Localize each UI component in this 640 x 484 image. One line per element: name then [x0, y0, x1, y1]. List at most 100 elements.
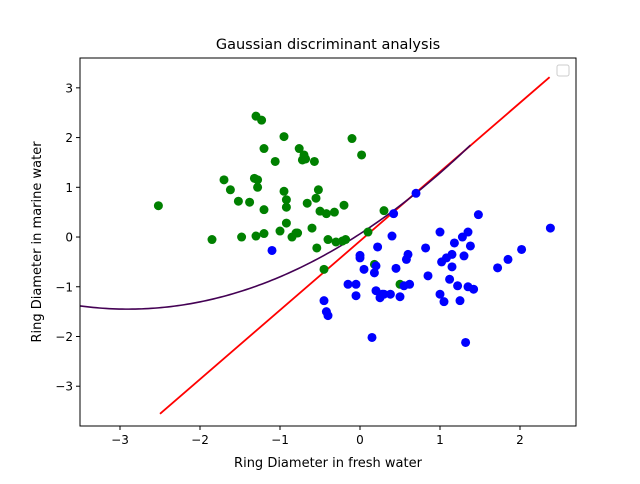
- blue-data-point: [391, 263, 401, 273]
- blue-data-point: [359, 264, 369, 274]
- chart-title: Gaussian discriminant analysis: [216, 37, 440, 53]
- blue-data-point: [373, 242, 383, 252]
- blue-data-point: [493, 263, 503, 273]
- green-data-point: [259, 205, 269, 215]
- green-data-point: [313, 185, 323, 195]
- green-data-point: [294, 144, 304, 154]
- blue-data-point: [371, 261, 381, 271]
- blue-data-point: [369, 268, 379, 278]
- green-data-point: [259, 229, 269, 239]
- green-data-point: [237, 232, 247, 242]
- green-data-point: [270, 156, 280, 166]
- blue-data-point: [503, 254, 513, 264]
- blue-data-point: [385, 289, 395, 299]
- boundary-lines: [80, 76, 551, 415]
- quadratic-boundary-curve: [80, 144, 471, 310]
- green-data-point: [279, 132, 289, 142]
- blue-data-point: [453, 281, 463, 291]
- green-data-point: [293, 228, 303, 238]
- blue-data-point: [389, 209, 399, 219]
- blue-data-point: [461, 337, 471, 347]
- y-tick-label: 0: [65, 231, 73, 245]
- green-data-point: [357, 150, 367, 160]
- blue-data-point: [267, 245, 277, 255]
- green-data-point: [311, 193, 321, 203]
- blue-data-point: [367, 332, 377, 342]
- green-data-point: [253, 182, 263, 192]
- green-data-point: [225, 185, 235, 195]
- green-data-point: [207, 235, 217, 245]
- green-data-point: [323, 235, 333, 245]
- green-data-point: [347, 134, 357, 144]
- green-data-point: [301, 154, 311, 164]
- x-tick-label: −3: [111, 433, 129, 447]
- green-data-point: [379, 206, 389, 216]
- green-data-point: [312, 243, 322, 253]
- blue-data-point: [517, 244, 527, 254]
- blue-data-point: [545, 223, 555, 233]
- y-tick-label: 1: [65, 181, 73, 195]
- green-data-point: [253, 175, 263, 185]
- blue-data-point: [435, 289, 445, 299]
- green-data-point: [363, 227, 373, 237]
- green-data-point: [307, 223, 317, 233]
- green-data-point: [281, 218, 291, 228]
- green-data-point: [257, 115, 267, 125]
- blue-data-point: [459, 251, 469, 261]
- x-tick-label: 0: [356, 433, 364, 447]
- green-data-point: [281, 195, 291, 205]
- blue-data-point: [403, 249, 413, 259]
- green-data-point: [341, 235, 351, 245]
- blue-data-point: [379, 289, 389, 299]
- green-data-point: [153, 201, 163, 211]
- x-tick-label: −1: [271, 433, 289, 447]
- green-data-point: [302, 198, 312, 208]
- green-data-point: [309, 156, 319, 166]
- blue-data-point: [405, 279, 415, 289]
- blue-data-point: [445, 274, 455, 284]
- blue-data-point: [421, 243, 431, 253]
- blue-data-point: [351, 279, 361, 289]
- blue-data-point: [395, 292, 405, 302]
- green-data-point: [245, 197, 255, 207]
- blue-data-point: [411, 188, 421, 198]
- green-data-point: [279, 186, 289, 196]
- blue-data-point: [423, 271, 433, 281]
- green-data-point: [329, 207, 339, 217]
- y-tick-label: 3: [65, 81, 73, 95]
- blue-data-point: [343, 279, 353, 289]
- green-data-point: [251, 231, 261, 241]
- y-tick-label: 2: [65, 131, 73, 145]
- blue-data-point: [455, 296, 465, 306]
- blue-data-point: [435, 227, 445, 237]
- green-data-point: [339, 200, 349, 210]
- x-tick-label: 1: [436, 433, 444, 447]
- y-tick-label: −3: [55, 380, 73, 394]
- y-axis-label: Ring Diameter in marine water: [30, 141, 45, 343]
- green-data-point: [259, 144, 269, 154]
- green-data-point: [281, 202, 291, 212]
- green-data-point: [219, 175, 229, 185]
- green-data-point: [319, 264, 329, 274]
- y-tick-label: −1: [55, 280, 73, 294]
- plot-frame: [79, 57, 577, 427]
- x-tick-label: 2: [516, 433, 524, 447]
- x-axis-ticks: −3 −2 −1 0 1 2: [111, 426, 524, 447]
- blue-data-point: [449, 238, 459, 248]
- blue-data-point: [387, 231, 397, 241]
- blue-data-point: [319, 296, 329, 306]
- y-axis-ticks: −3 −2 −1 0 1 2 3: [55, 81, 80, 394]
- x-tick-label: −2: [191, 433, 209, 447]
- green-data-point: [275, 226, 285, 236]
- y-tick-label: −2: [55, 330, 73, 344]
- blue-data-point: [463, 227, 473, 237]
- legend-box: [556, 64, 570, 77]
- blue-data-point: [447, 262, 457, 272]
- linear-boundary-line: [159, 76, 551, 415]
- blue-data-point: [355, 250, 365, 260]
- green-data-point: [233, 196, 243, 206]
- x-axis-label: Ring Diameter in fresh water: [234, 456, 423, 471]
